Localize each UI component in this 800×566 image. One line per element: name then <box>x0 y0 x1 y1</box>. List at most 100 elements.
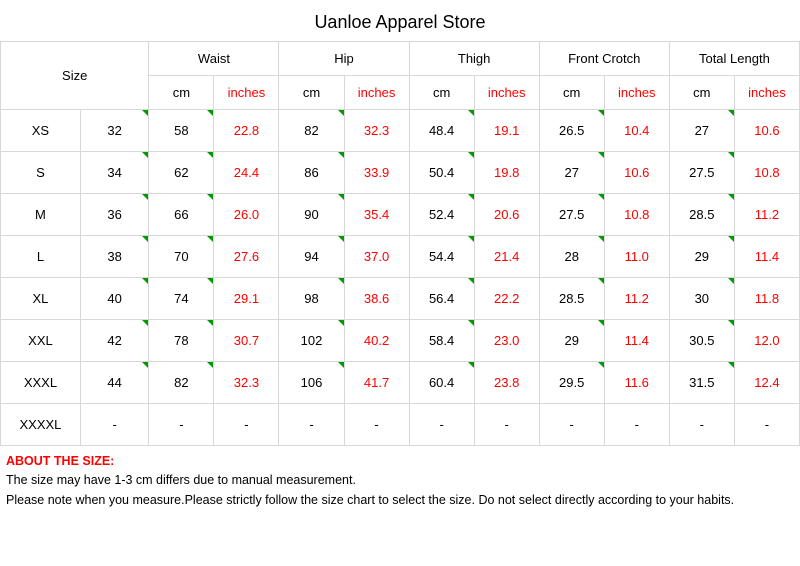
waist-in: 29.1 <box>214 278 279 320</box>
len-in: 11.2 <box>734 194 799 236</box>
thigh-cm: 48.4 <box>409 110 474 152</box>
hip-in: 35.4 <box>344 194 409 236</box>
crotch-cm: 27.5 <box>539 194 604 236</box>
header-size: Size <box>1 42 149 110</box>
crotch-in: 10.4 <box>604 110 669 152</box>
hip-cm: 82 <box>279 110 344 152</box>
waist-cm: 78 <box>149 320 214 362</box>
thigh-in: 19.8 <box>474 152 539 194</box>
size-label: M <box>1 194 81 236</box>
thigh-cm: 56.4 <box>409 278 474 320</box>
sub-in: inches <box>734 76 799 110</box>
crotch-in: - <box>604 404 669 446</box>
thigh-cm: 60.4 <box>409 362 474 404</box>
waist-cm: 82 <box>149 362 214 404</box>
hip-cm: 102 <box>279 320 344 362</box>
len-in: 10.8 <box>734 152 799 194</box>
len-cm: 27 <box>669 110 734 152</box>
size-label: XS <box>1 110 81 152</box>
hip-cm: 86 <box>279 152 344 194</box>
waist-cm: 66 <box>149 194 214 236</box>
sub-cm: cm <box>279 76 344 110</box>
size-label: XXXL <box>1 362 81 404</box>
hip-in: - <box>344 404 409 446</box>
crotch-in: 11.4 <box>604 320 669 362</box>
size-chart-table: Size Waist Hip Thigh Front Crotch Total … <box>0 41 800 446</box>
waist-cm: 58 <box>149 110 214 152</box>
waist-in: - <box>214 404 279 446</box>
thigh-in: 23.8 <box>474 362 539 404</box>
size-label: S <box>1 152 81 194</box>
hip-cm: 90 <box>279 194 344 236</box>
crotch-cm: 28 <box>539 236 604 278</box>
waist-in: 32.3 <box>214 362 279 404</box>
len-in: 12.4 <box>734 362 799 404</box>
waist-in: 22.8 <box>214 110 279 152</box>
header-waist: Waist <box>149 42 279 76</box>
header-row-1: Size Waist Hip Thigh Front Crotch Total … <box>1 42 800 76</box>
size-number: - <box>80 404 149 446</box>
table-row: XL407429.19838.656.422.228.511.23011.8 <box>1 278 800 320</box>
len-in: - <box>734 404 799 446</box>
crotch-cm: 28.5 <box>539 278 604 320</box>
size-label: XXL <box>1 320 81 362</box>
size-label: L <box>1 236 81 278</box>
len-in: 12.0 <box>734 320 799 362</box>
crotch-cm: 27 <box>539 152 604 194</box>
size-number: 44 <box>80 362 149 404</box>
len-in: 10.6 <box>734 110 799 152</box>
thigh-cm: 58.4 <box>409 320 474 362</box>
sub-in: inches <box>344 76 409 110</box>
header-hip: Hip <box>279 42 409 76</box>
sub-cm: cm <box>409 76 474 110</box>
crotch-cm: - <box>539 404 604 446</box>
sub-cm: cm <box>149 76 214 110</box>
waist-cm: 74 <box>149 278 214 320</box>
waist-cm: 70 <box>149 236 214 278</box>
thigh-cm: 52.4 <box>409 194 474 236</box>
waist-in: 24.4 <box>214 152 279 194</box>
len-cm: 27.5 <box>669 152 734 194</box>
len-cm: 30.5 <box>669 320 734 362</box>
size-number: 38 <box>80 236 149 278</box>
hip-cm: 94 <box>279 236 344 278</box>
thigh-cm: 54.4 <box>409 236 474 278</box>
len-cm: - <box>669 404 734 446</box>
len-cm: 31.5 <box>669 362 734 404</box>
len-in: 11.8 <box>734 278 799 320</box>
thigh-in: 21.4 <box>474 236 539 278</box>
waist-cm: 62 <box>149 152 214 194</box>
thigh-in: 22.2 <box>474 278 539 320</box>
thigh-in: - <box>474 404 539 446</box>
table-row: XS325822.88232.348.419.126.510.42710.6 <box>1 110 800 152</box>
waist-in: 26.0 <box>214 194 279 236</box>
crotch-cm: 29.5 <box>539 362 604 404</box>
header-thigh: Thigh <box>409 42 539 76</box>
size-number: 42 <box>80 320 149 362</box>
note-line-1: The size may have 1-3 cm differs due to … <box>6 473 356 487</box>
sub-in: inches <box>214 76 279 110</box>
size-note: ABOUT THE SIZE: The size may have 1-3 cm… <box>0 446 800 520</box>
crotch-in: 10.6 <box>604 152 669 194</box>
thigh-in: 19.1 <box>474 110 539 152</box>
hip-cm: - <box>279 404 344 446</box>
size-number: 36 <box>80 194 149 236</box>
len-in: 11.4 <box>734 236 799 278</box>
waist-in: 30.7 <box>214 320 279 362</box>
waist-cm: - <box>149 404 214 446</box>
thigh-in: 20.6 <box>474 194 539 236</box>
crotch-cm: 26.5 <box>539 110 604 152</box>
table-row: XXL427830.710240.258.423.02911.430.512.0 <box>1 320 800 362</box>
thigh-cm: - <box>409 404 474 446</box>
crotch-in: 11.2 <box>604 278 669 320</box>
size-label: XL <box>1 278 81 320</box>
store-title: Uanloe Apparel Store <box>0 0 800 41</box>
note-header: ABOUT THE SIZE: <box>6 454 114 468</box>
table-row: M366626.09035.452.420.627.510.828.511.2 <box>1 194 800 236</box>
hip-in: 33.9 <box>344 152 409 194</box>
hip-cm: 106 <box>279 362 344 404</box>
size-number: 34 <box>80 152 149 194</box>
hip-cm: 98 <box>279 278 344 320</box>
thigh-in: 23.0 <box>474 320 539 362</box>
header-front-crotch: Front Crotch <box>539 42 669 76</box>
